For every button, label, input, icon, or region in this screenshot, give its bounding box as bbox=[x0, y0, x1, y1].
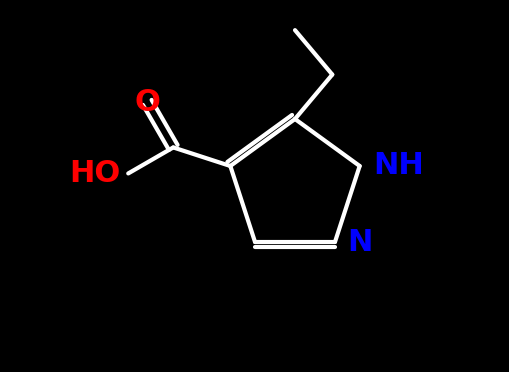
Text: NH: NH bbox=[374, 151, 425, 180]
Text: O: O bbox=[134, 88, 160, 117]
Text: N: N bbox=[347, 228, 373, 257]
Text: HO: HO bbox=[69, 159, 120, 188]
